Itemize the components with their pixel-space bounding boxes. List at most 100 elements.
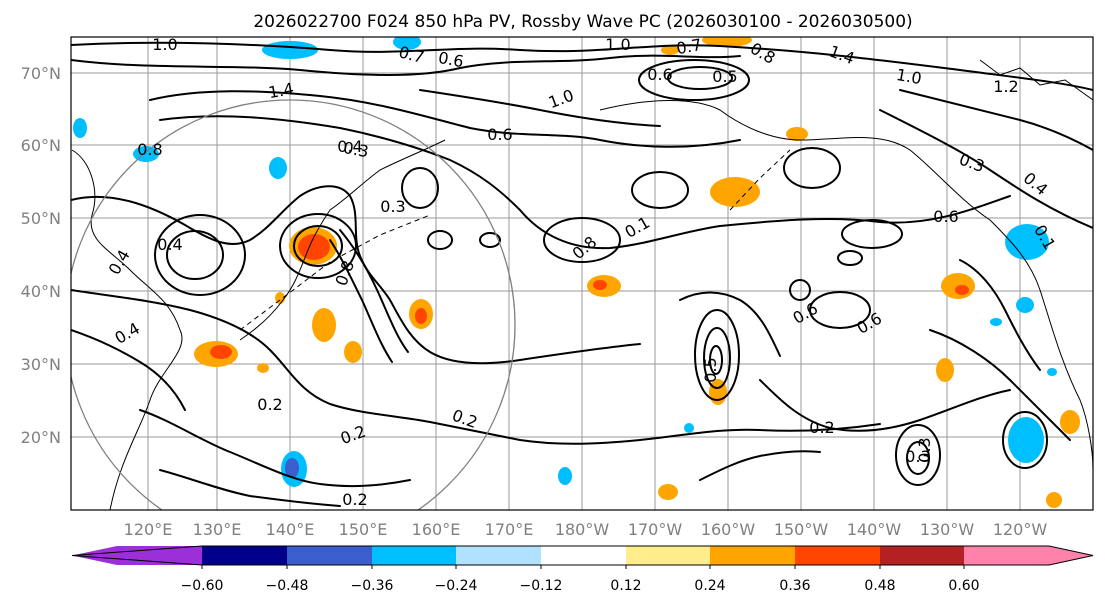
longitude-tick-label: 140°W — [847, 520, 902, 539]
pv-closed-contour — [1002, 411, 1048, 469]
pv-closed-contour — [841, 219, 903, 249]
colorbar-segment — [372, 546, 456, 565]
colorbar-tick-label: 0.48 — [864, 578, 895, 594]
positive-anomaly-patch — [312, 308, 336, 342]
negative-anomaly-patch — [558, 467, 572, 485]
pv-closed-contour — [631, 171, 689, 209]
colorbar-tick-labels: −0.60 −0.48 −0.36 −0.24 −0.12 0.12 0.24 0.36 0.4… — [181, 565, 980, 594]
negative-anomaly-patch — [1016, 297, 1034, 313]
colorbar-segment — [72, 546, 202, 565]
contour-value-label: 0.6 — [933, 207, 958, 226]
japan-coastline — [239, 209, 331, 341]
pv-closed-contour — [166, 230, 224, 280]
longitude-tick-label: 120°E — [124, 520, 173, 539]
pv-contour — [339, 229, 409, 353]
pv-closed-contour — [809, 291, 871, 329]
alaska-coastline — [979, 59, 1093, 101]
pv-contour — [329, 239, 393, 363]
pv-contour — [149, 90, 741, 148]
contour-value-label: 0.4 — [337, 137, 362, 156]
colorbar-segment — [541, 546, 626, 565]
map-title: 2026022700 F024 850 hPa PV, Rossby Wave … — [253, 12, 912, 32]
pv-closed-contour — [703, 327, 731, 389]
contour-value-label: 1.2 — [993, 77, 1018, 96]
anomaly-shading — [73, 37, 1080, 508]
latitude-tick-label: 60°N — [21, 136, 61, 155]
map-frame — [70, 36, 1094, 511]
pv-closed-contour — [154, 214, 246, 296]
pv-closed-contour — [667, 66, 733, 90]
longitude-tick-label: 160°W — [701, 520, 756, 539]
colorbar-segment — [710, 546, 795, 565]
positive-anomaly-patch — [702, 37, 752, 47]
positive-anomaly-patch — [344, 341, 362, 363]
pv-closed-contour — [837, 250, 863, 266]
contour-value-label: 0.2 — [809, 418, 834, 437]
colorbar-segment — [626, 546, 710, 565]
contour-value-label: 1.0 — [605, 35, 630, 54]
pv-closed-contour — [543, 217, 621, 263]
contour-value-label: 0.2 — [342, 490, 367, 509]
pv-contour — [699, 450, 821, 481]
longitude-tick-label: 170°E — [485, 520, 534, 539]
colorbar-segment — [964, 546, 1093, 565]
pv-contours — [71, 41, 1093, 507]
colorbar-tick-label: −0.48 — [266, 578, 309, 594]
pv-contour — [899, 89, 1093, 151]
colorbar-segment — [795, 546, 880, 565]
pv-closed-contour — [293, 225, 343, 267]
contour-value-label: 0.6 — [487, 125, 512, 144]
positive-anomaly-patch — [1046, 492, 1062, 508]
pv-contour — [419, 89, 661, 127]
longitude-tick-label: 130°E — [193, 520, 242, 539]
latitude-tick-label: 70°N — [21, 64, 61, 83]
pv-contour — [71, 289, 881, 445]
colorbar-segment — [202, 546, 287, 565]
colorbar-tick-label: 0.60 — [948, 578, 979, 594]
pv-closed-contour — [709, 345, 723, 375]
pv-closed-contour — [783, 147, 841, 189]
contour-value-label: 0.5 — [701, 357, 720, 382]
colorbar-tick-label: −0.24 — [435, 578, 478, 594]
contour-value-label: 0.3 — [905, 447, 930, 466]
contour-value-label: 1.4 — [267, 79, 295, 102]
pv-closed-contour — [895, 424, 941, 486]
pv-contour — [679, 291, 781, 357]
colorbar-segment — [287, 546, 372, 565]
negative-anomaly-patch — [684, 423, 694, 433]
pv-contour — [879, 109, 1093, 229]
pv-closed-contour — [789, 279, 811, 301]
north-america-coastline — [599, 100, 1093, 471]
pv-contour — [159, 469, 341, 507]
colorbar-tick-label: 0.36 — [779, 578, 810, 594]
negative-anomaly-patch — [1008, 417, 1044, 463]
latitude-tick-label: 40°N — [21, 282, 61, 301]
contour-value-label: 0.3 — [915, 437, 934, 462]
pv-closed-contour — [906, 441, 930, 475]
contour-value-label: 0.4 — [157, 235, 182, 254]
pv-contour — [959, 259, 1041, 371]
pv-closed-contour — [401, 167, 439, 209]
latitude-tick-label: 50°N — [21, 209, 61, 228]
contour-value-label: 0.6 — [647, 65, 672, 84]
longitude-tick-label: 160°E — [412, 520, 461, 539]
longitude-tick-label: 140°E — [266, 520, 315, 539]
pv-closed-contour — [638, 59, 750, 101]
negative-anomaly-patch — [73, 118, 87, 138]
longitude-tick-label: 130°W — [920, 520, 975, 539]
contour-value-label: 0.3 — [380, 197, 405, 216]
contour-value-label: 0.6 — [437, 48, 465, 71]
pv-contour — [71, 185, 641, 365]
positive-anomaly-core — [210, 345, 232, 359]
longitude-tick-label: 150°E — [339, 520, 388, 539]
kuril-coastline — [329, 139, 446, 211]
negative-anomaly-patch — [1047, 368, 1057, 376]
positive-anomaly-core — [955, 285, 969, 295]
pv-contour — [71, 41, 1093, 91]
contour-value-label: 0.5 — [712, 67, 737, 86]
pv-contour — [71, 329, 186, 411]
positive-anomaly-patch — [658, 484, 678, 500]
latitude-tick-label: 30°N — [21, 355, 61, 374]
positive-anomaly-patch — [936, 358, 954, 382]
